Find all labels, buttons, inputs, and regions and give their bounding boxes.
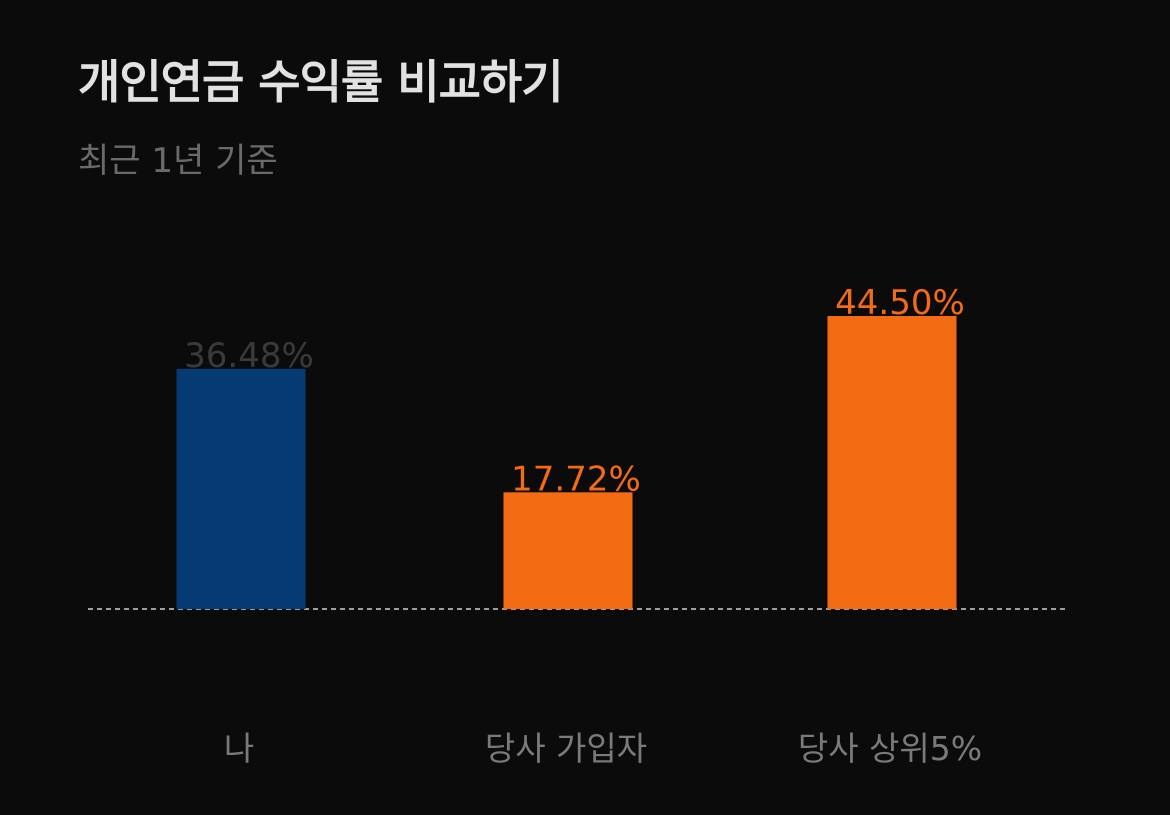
bar-1 [176,368,306,609]
category-labels: 나 당사 가입자 당사 상위5% [224,729,982,768]
bar-value-label-2: 17.72% [511,459,641,499]
category-label-2: 당사 가입자 [485,729,647,768]
bar-2 [503,492,633,609]
chart-title: 개인연금 수익률 비교하기 [78,55,564,109]
chart-subtitle: 최근 1년 기준 [78,141,278,181]
bar-value-label-3: 44.50% [835,283,965,323]
category-label-3: 당사 상위5% [798,729,982,768]
bar-3 [827,316,957,609]
bar-value-label-1: 36.48% [184,336,314,376]
category-label-1: 나 [224,729,254,768]
bars-group: 36.48% 17.72% 44.50% [176,283,965,609]
